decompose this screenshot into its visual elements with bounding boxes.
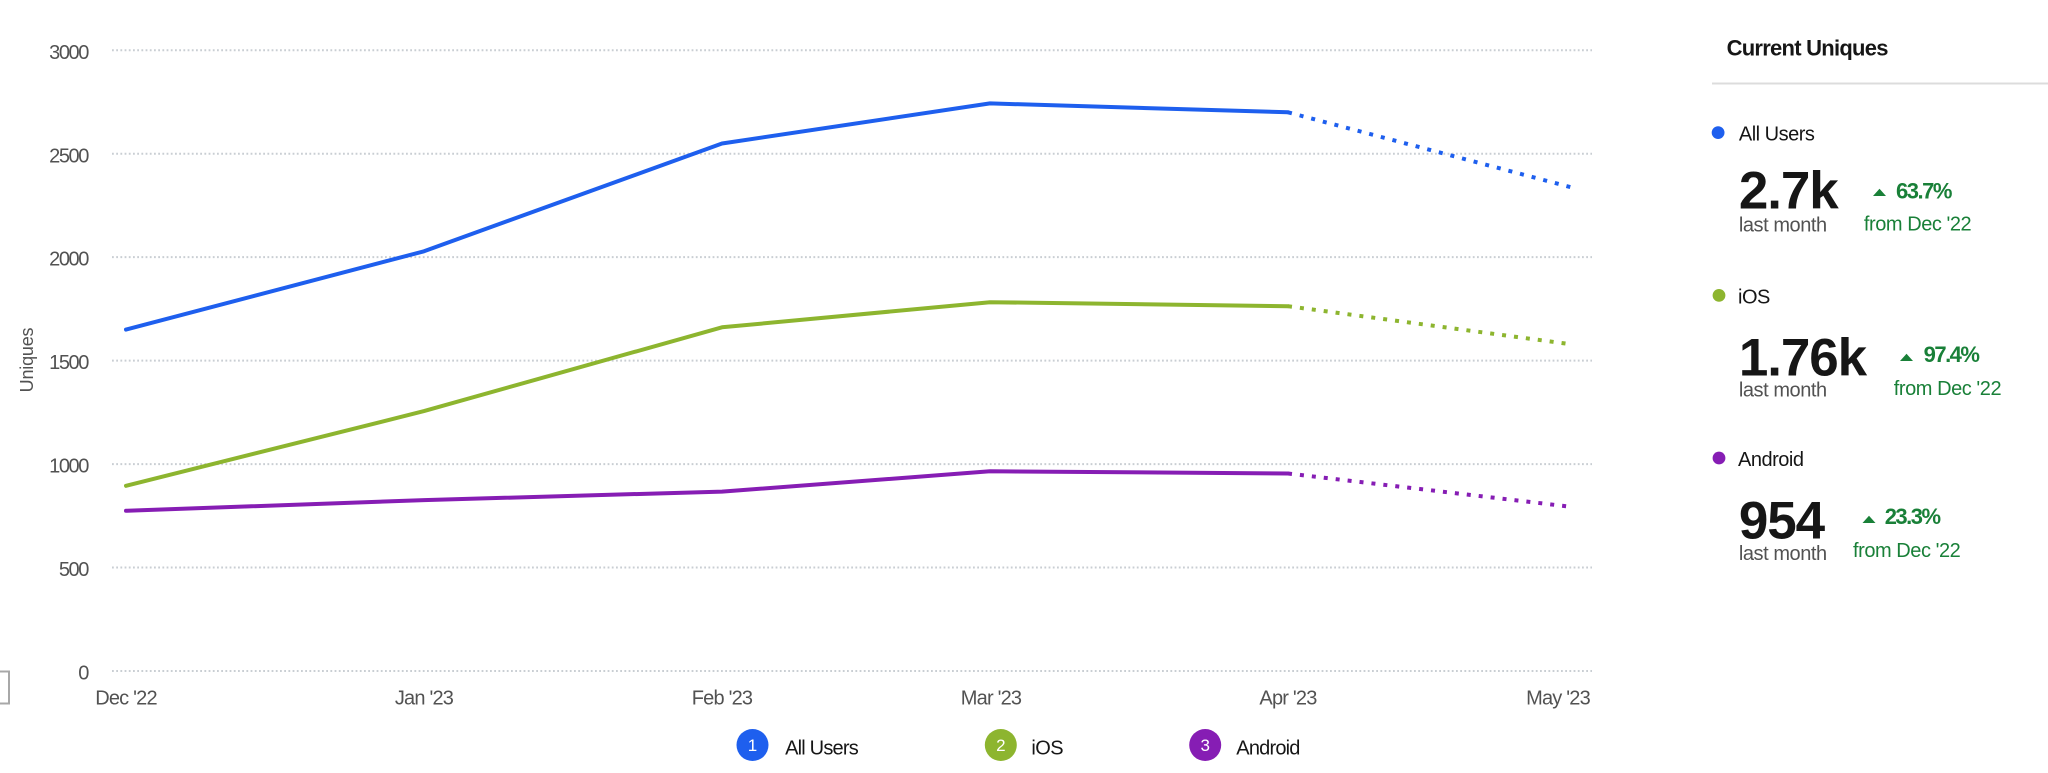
svg-text:from Dec '22: from Dec '22 — [1894, 378, 2002, 400]
svg-text:Apr '23: Apr '23 — [1259, 688, 1317, 710]
svg-text:1.76k: 1.76k — [1739, 329, 1868, 388]
svg-text:Uniques: Uniques — [17, 327, 37, 392]
svg-text:from Dec '22: from Dec '22 — [1853, 540, 1961, 562]
svg-text:3: 3 — [1200, 736, 1209, 755]
svg-text:from Dec '22: from Dec '22 — [1864, 213, 1972, 235]
svg-text:All Users: All Users — [785, 738, 859, 760]
svg-text:Current Uniques: Current Uniques — [1727, 36, 1889, 61]
svg-text:iOS: iOS — [1738, 287, 1770, 309]
svg-text:954: 954 — [1739, 491, 1826, 550]
svg-text:97.4%: 97.4% — [1924, 342, 1980, 367]
svg-text:63.7%: 63.7% — [1896, 178, 1952, 203]
svg-text:1000: 1000 — [49, 456, 89, 478]
svg-text:2: 2 — [996, 736, 1005, 755]
svg-text:1: 1 — [748, 736, 757, 755]
svg-text:last month: last month — [1739, 380, 1827, 402]
svg-text:Mar '23: Mar '23 — [961, 688, 1022, 710]
svg-text:Android: Android — [1738, 449, 1803, 471]
svg-text:All Users: All Users — [1739, 123, 1815, 145]
svg-text:2500: 2500 — [49, 145, 89, 167]
svg-text:Android: Android — [1236, 738, 1299, 760]
svg-text:Feb '23: Feb '23 — [692, 688, 753, 710]
svg-text:0: 0 — [78, 663, 89, 685]
svg-text:500: 500 — [59, 559, 89, 581]
svg-text:23.3%: 23.3% — [1885, 504, 1941, 529]
svg-text:Jan '23: Jan '23 — [395, 688, 454, 710]
svg-text:iOS: iOS — [1031, 738, 1063, 760]
svg-text:last month: last month — [1739, 215, 1827, 237]
svg-text:3000: 3000 — [49, 42, 89, 64]
svg-text:1500: 1500 — [49, 352, 89, 374]
svg-text:May '23: May '23 — [1526, 688, 1590, 710]
svg-text:2.7k: 2.7k — [1739, 162, 1839, 221]
svg-text:2000: 2000 — [49, 249, 89, 271]
svg-text:Dec '22: Dec '22 — [95, 688, 157, 710]
svg-text:last month: last month — [1739, 543, 1827, 565]
